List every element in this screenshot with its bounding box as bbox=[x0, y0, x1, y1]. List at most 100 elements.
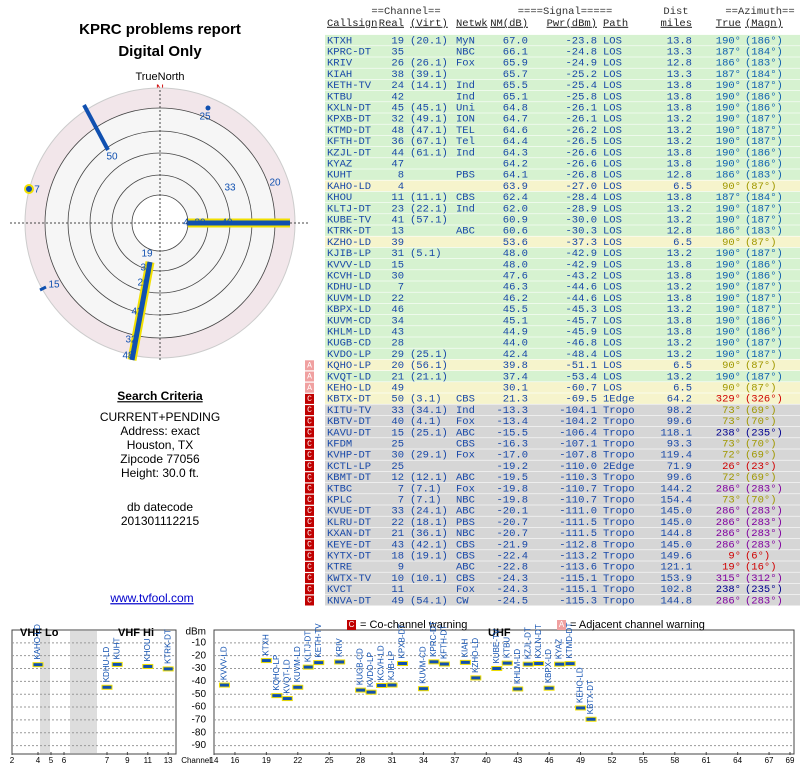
table-cell: (36.1) bbox=[410, 528, 448, 540]
table-cell: 6.5 bbox=[673, 382, 692, 394]
table-cell: (7.1) bbox=[410, 483, 442, 495]
warning-icon bbox=[305, 393, 314, 404]
table-cell: LOS bbox=[603, 136, 622, 148]
table-cell: 24 bbox=[391, 80, 404, 92]
x-tick-label: 9 bbox=[125, 756, 130, 765]
table-cell: -113.6 bbox=[559, 562, 597, 574]
row-background bbox=[325, 202, 800, 214]
table-cell: 190° bbox=[716, 214, 741, 226]
table-cell: 7 bbox=[398, 282, 404, 294]
table-cell: (69°) bbox=[745, 450, 777, 462]
table-cell: -20.7 bbox=[496, 528, 528, 540]
table-cell: LOS bbox=[603, 69, 622, 81]
table-cell: 13.2 bbox=[667, 371, 692, 383]
tvfool-link[interactable]: www.tvfool.com bbox=[109, 591, 193, 605]
table-cell: KTRK-DT bbox=[327, 226, 371, 238]
table-cell: 13.8 bbox=[667, 259, 692, 271]
table-cell: (186°) bbox=[745, 270, 783, 282]
table-cell: 118.1 bbox=[660, 427, 692, 439]
table-cell: (187°) bbox=[745, 214, 783, 226]
y-tick-label: -10 bbox=[192, 637, 207, 648]
table-cell: 45.1 bbox=[503, 315, 528, 327]
table-cell: 13.2 bbox=[667, 349, 692, 361]
station-mark bbox=[491, 666, 503, 672]
table-cell: Tropo bbox=[603, 427, 635, 439]
warning-letter: C bbox=[307, 541, 312, 550]
table-cell: Tropo bbox=[603, 573, 635, 585]
table-cell: (187°) bbox=[745, 248, 783, 260]
station-mark bbox=[397, 661, 409, 667]
table-cell: (187°) bbox=[745, 282, 783, 294]
station-label: KBTX-DT bbox=[586, 680, 595, 714]
table-cell: Tropo bbox=[603, 506, 635, 518]
table-cell: KVCT bbox=[327, 584, 352, 596]
table-cell: -115.1 bbox=[559, 584, 597, 596]
table-cell: ABC bbox=[456, 506, 475, 518]
table-cell: (187°) bbox=[745, 349, 783, 361]
table-cell: 72° bbox=[722, 472, 741, 484]
table-cell: (70°) bbox=[745, 438, 777, 450]
table-cell: -42.9 bbox=[565, 259, 597, 271]
table-cell: 2Edge bbox=[603, 461, 635, 473]
table-cell: 35 bbox=[391, 46, 404, 58]
table-cell: CBS bbox=[456, 192, 475, 204]
table-cell: -112.8 bbox=[559, 539, 597, 551]
band-label: VHF Lo bbox=[20, 627, 59, 639]
table-cell: 13.2 bbox=[667, 136, 692, 148]
warning-icon bbox=[305, 595, 314, 606]
x-tick-label: 6 bbox=[62, 756, 67, 765]
table-cell: Tropo bbox=[603, 494, 635, 506]
table-cell: (187°) bbox=[745, 304, 783, 316]
table-cell: 46.2 bbox=[503, 293, 528, 305]
table-cell: 9° bbox=[728, 550, 741, 562]
table-cell: (283°) bbox=[745, 483, 783, 495]
table-cell: KHLM-LD bbox=[327, 326, 371, 338]
table-cell: 64.4 bbox=[503, 136, 528, 148]
table-cell: 64.7 bbox=[503, 114, 528, 126]
table-cell: 99.6 bbox=[667, 416, 692, 428]
table-cell: 42 bbox=[391, 91, 404, 103]
table-cell: 6.5 bbox=[673, 181, 692, 193]
table-cell: 12.8 bbox=[667, 226, 692, 238]
table-cell: 154.4 bbox=[660, 494, 692, 506]
table-cell: LOS bbox=[603, 326, 622, 338]
table-cell: 6.5 bbox=[673, 360, 692, 372]
table-cell: 121.1 bbox=[660, 562, 692, 574]
row-background bbox=[325, 527, 800, 539]
column-header: Real bbox=[379, 18, 404, 30]
table-cell: Fox bbox=[456, 483, 475, 495]
table-cell: 13.8 bbox=[667, 315, 692, 327]
station-label: KTBU bbox=[502, 637, 511, 659]
table-cell: LOS bbox=[603, 293, 622, 305]
warning-letter: C bbox=[307, 395, 312, 404]
station-label: KZHO-LD bbox=[471, 638, 480, 673]
table-cell: 30.1 bbox=[503, 382, 528, 394]
table-cell: 36 bbox=[391, 136, 404, 148]
table-cell: 15 bbox=[391, 427, 404, 439]
column-header: NM(dB) bbox=[490, 18, 528, 30]
station-label: KTMD-DT bbox=[565, 623, 574, 659]
warning-letter: C bbox=[307, 574, 312, 583]
row-background bbox=[325, 124, 800, 136]
table-cell: KYAZ bbox=[327, 158, 352, 170]
table-cell: 48.0 bbox=[503, 248, 528, 260]
table-cell: 190° bbox=[716, 282, 741, 294]
table-cell: -25.8 bbox=[565, 91, 597, 103]
table-cell: ABC bbox=[456, 226, 475, 238]
group-header: ==Channel== bbox=[371, 6, 440, 18]
station-label: KVQT-LD bbox=[282, 659, 291, 693]
table-cell: TEL bbox=[456, 125, 475, 137]
row-background bbox=[325, 561, 800, 572]
legend-icon-letter: A bbox=[559, 620, 565, 629]
table-cell: 11 bbox=[391, 584, 404, 596]
table-cell: 38 bbox=[391, 69, 404, 81]
row-background bbox=[325, 348, 800, 360]
warning-icon bbox=[305, 494, 314, 505]
table-cell: -30.3 bbox=[565, 226, 597, 238]
table-cell: (326°) bbox=[745, 394, 783, 406]
row-background bbox=[325, 68, 800, 80]
table-cell: (186°) bbox=[745, 35, 783, 47]
table-cell: 50 bbox=[391, 394, 404, 406]
table-cell: (187°) bbox=[745, 338, 783, 350]
table-cell: Ind bbox=[456, 91, 475, 103]
